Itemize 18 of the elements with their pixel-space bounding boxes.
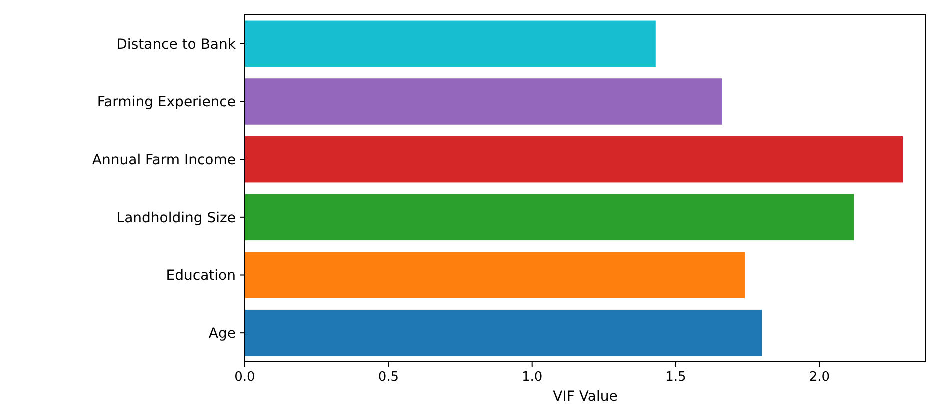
y-tick-label: Education: [166, 268, 236, 284]
x-axis-title: VIF Value: [553, 389, 618, 405]
x-tick-label: 2.0: [809, 370, 830, 385]
y-tick-label: Age: [208, 326, 236, 342]
x-tick-label: 0.5: [378, 370, 400, 385]
y-tick-label: Distance to Bank: [116, 36, 237, 53]
y-tick-label: Farming Experience: [97, 94, 236, 111]
x-tick-label: 1.5: [666, 370, 686, 385]
bar: [245, 136, 904, 183]
y-tick-label: Annual Farm Income: [92, 152, 236, 168]
x-tick-label: 1.0: [522, 370, 543, 385]
bar: [245, 310, 762, 356]
bar: [245, 252, 745, 298]
x-tick-label: 0.0: [234, 370, 256, 385]
y-tick-label: Landholding Size: [116, 210, 236, 226]
bar: [245, 194, 854, 241]
bar: [245, 78, 722, 125]
bar: [245, 20, 656, 68]
